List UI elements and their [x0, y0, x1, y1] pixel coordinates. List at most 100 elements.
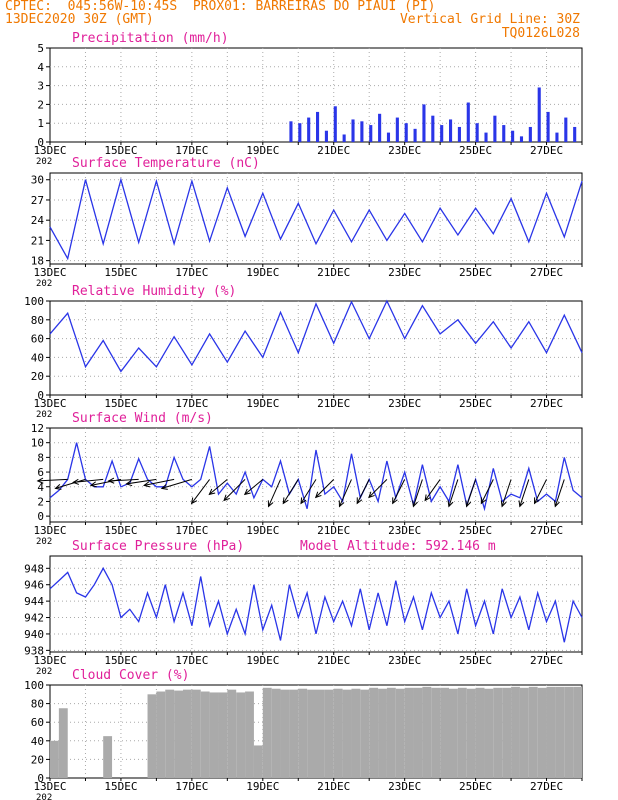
- wind-vector-head: [534, 497, 540, 505]
- wind-vector-head: [54, 483, 62, 490]
- series-line: [49, 299, 583, 373]
- precip-bar: [316, 111, 320, 142]
- y-tick-label: 21: [31, 234, 44, 247]
- cloud-bar: [537, 687, 547, 778]
- precip-bar: [431, 115, 435, 142]
- x-tick-label: 17DEC: [175, 144, 208, 157]
- cloud-bar: [440, 687, 449, 778]
- x-year-label: 202: [36, 793, 52, 800]
- wind-vector: [223, 479, 246, 501]
- x-tick-label: 23DEC: [388, 397, 421, 410]
- x-tick-label: 17DEC: [175, 397, 208, 410]
- wind-vector-head: [160, 483, 168, 490]
- cloud-bar: [174, 690, 183, 778]
- cloud-bar: [324, 689, 334, 778]
- precip-bar: [422, 104, 426, 142]
- y-tick-label: 100: [24, 679, 44, 692]
- header-line3-right: TQ0126L028: [501, 26, 580, 41]
- wind-vector: [126, 478, 157, 485]
- cloud-bar: [395, 688, 405, 778]
- cloud-bar: [546, 686, 556, 778]
- wind-vector-head: [89, 481, 97, 488]
- x-tick-label: 23DEC: [388, 144, 421, 157]
- wind-vector: [448, 479, 459, 507]
- precip-bar: [457, 126, 461, 142]
- x-tick-label: 13DEC: [33, 524, 66, 537]
- cloud-bar: [156, 691, 166, 778]
- wind-vector-head: [356, 497, 363, 505]
- x-tick-label: 13DEC: [33, 654, 66, 667]
- wind-vector: [315, 479, 335, 498]
- y-tick-label: 27: [31, 194, 44, 207]
- wind-vector-head: [300, 497, 307, 505]
- cloud-bar: [183, 689, 192, 778]
- cloud-bar: [564, 686, 574, 778]
- precip-bar: [360, 121, 364, 142]
- cloud-bar: [528, 686, 538, 778]
- precip-bar: [484, 132, 488, 142]
- x-tick-label: 27DEC: [530, 144, 563, 157]
- wind-vector: [282, 479, 299, 504]
- cloud-bar: [316, 689, 325, 778]
- y-tick-label: 8: [37, 451, 44, 464]
- wind-vector-head: [125, 480, 133, 487]
- precip-bar: [298, 123, 302, 142]
- cloud-bar: [378, 688, 387, 778]
- wind-vector-head: [338, 500, 345, 508]
- cloud-bar: [431, 687, 441, 778]
- panel-title: Surface Temperature (nC): [72, 156, 260, 171]
- y-tick-label: 948: [24, 562, 44, 575]
- header-line1: CPTEC: 045:56W-10:45S PROX01: BARREIRAS …: [5, 0, 436, 14]
- precip-bar: [573, 126, 577, 142]
- wind-vector: [534, 479, 547, 504]
- wind-vector: [480, 479, 494, 504]
- panel-title: Surface Wind (m/s): [72, 411, 213, 426]
- precip-bar: [395, 117, 399, 142]
- y-tick-label: 0: [37, 510, 44, 523]
- cloud-bar: [484, 688, 494, 778]
- y-tick-label: 4: [37, 61, 44, 74]
- wind-vector: [368, 479, 388, 498]
- y-tick-label: 0: [37, 136, 44, 149]
- y-tick-label: 12: [31, 422, 44, 435]
- series-line: [49, 177, 583, 261]
- precip-bar: [351, 119, 355, 142]
- x-tick-label: 19DEC: [246, 144, 279, 157]
- x-tick-label: 21DEC: [317, 144, 350, 157]
- wind-vector-head: [190, 497, 198, 505]
- wind-vector-head: [267, 500, 274, 508]
- y-tick-label: 938: [24, 644, 44, 657]
- x-tick-label: 15DEC: [104, 654, 137, 667]
- cloud-bar: [298, 688, 308, 778]
- header-line2-right: Vertical Grid Line: 30Z: [399, 12, 580, 27]
- cloud-bar: [227, 689, 237, 778]
- wind-vector: [108, 478, 139, 482]
- precip-bar: [386, 132, 391, 142]
- x-tick-label: 27DEC: [530, 266, 563, 279]
- cloud-bar: [245, 691, 254, 778]
- panel-annotation: Model Altitude: 592.146 m: [300, 539, 496, 554]
- x-tick-label: 21DEC: [317, 780, 350, 793]
- wind-vector: [412, 479, 423, 507]
- precip-bar: [528, 126, 532, 142]
- x-tick-label: 17DEC: [175, 654, 208, 667]
- y-tick-label: 4: [37, 481, 44, 494]
- wind-vector-head: [282, 497, 289, 505]
- wind-vector: [300, 479, 317, 504]
- panel-frame: [49, 555, 583, 653]
- x-tick-label: 23DEC: [388, 266, 421, 279]
- panel-frame: [49, 427, 583, 523]
- wind-vector-head: [480, 497, 487, 505]
- cloud-bar: [262, 687, 272, 778]
- cloud-bar: [165, 689, 175, 778]
- x-tick-label: 21DEC: [317, 524, 350, 537]
- x-tick-label: 21DEC: [317, 654, 350, 667]
- wind-vector-head: [107, 477, 115, 484]
- x-tick-label: 23DEC: [388, 524, 421, 537]
- y-tick-label: 0: [37, 389, 44, 402]
- series-line: [49, 566, 583, 643]
- x-tick-label: 17DEC: [175, 524, 208, 537]
- wind-vector: [466, 479, 477, 507]
- wind-vector-head: [518, 500, 525, 508]
